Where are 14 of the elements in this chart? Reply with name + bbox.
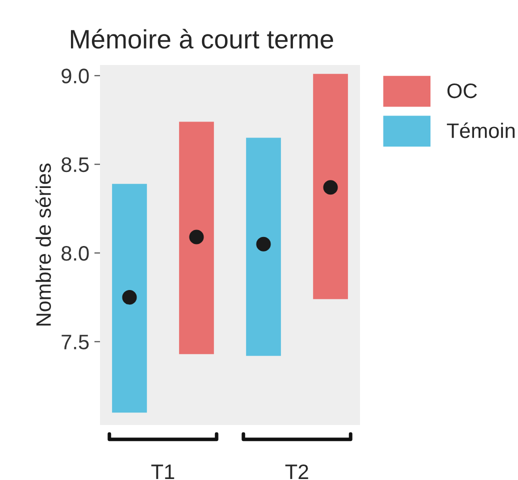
bar [246, 138, 281, 356]
bar [179, 122, 214, 354]
chart-title: Mémoire à court terme [70, 28, 334, 49]
y-tick-label: 7.5 [62, 334, 89, 350]
y-axis-title: Nombre de séries [35, 164, 51, 326]
legend-label: OC [447, 83, 477, 98]
y-tick-label: 8.0 [62, 246, 89, 261]
bar [313, 74, 348, 300]
bar [112, 184, 147, 413]
legend-label: Témoin [446, 122, 515, 138]
x-tick-label: T1 [151, 464, 174, 479]
y-tick-label: 8.5 [62, 157, 89, 172]
y-tick-label: 9.0 [62, 68, 89, 84]
x-tick-label: T2 [285, 464, 308, 479]
